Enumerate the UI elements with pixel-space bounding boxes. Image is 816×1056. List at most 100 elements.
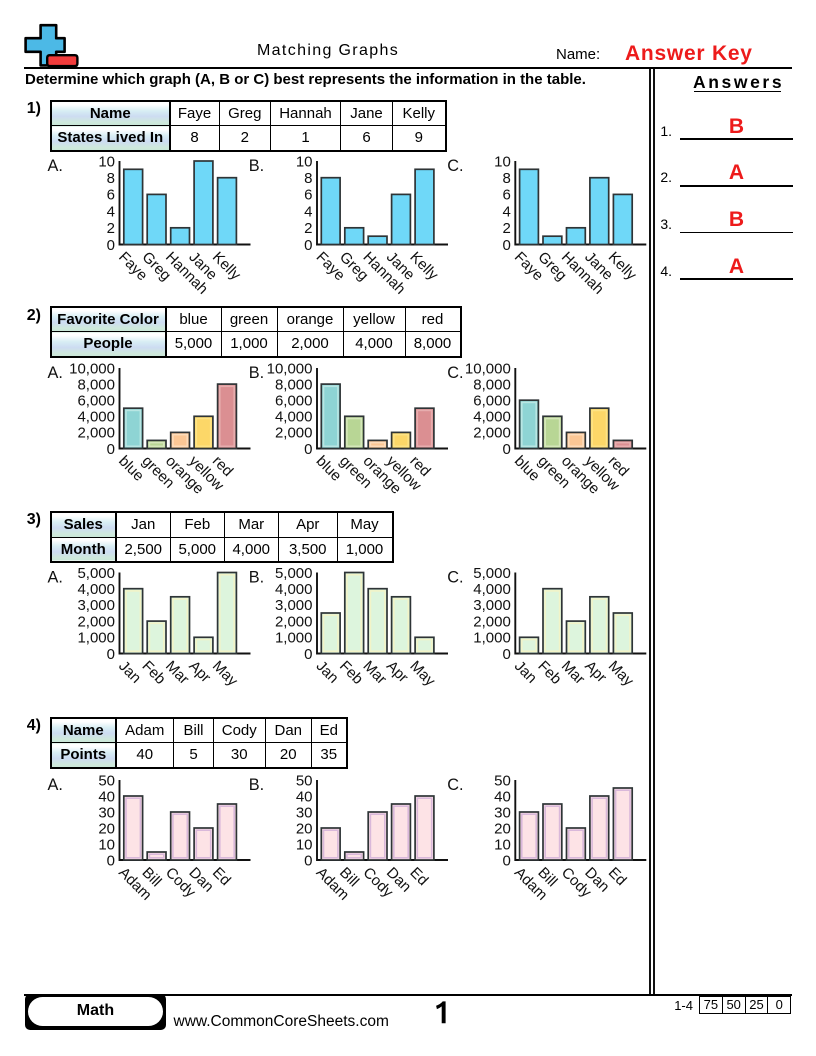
svg-text:20: 20 [296, 820, 313, 837]
svg-text:2,000: 2,000 [77, 425, 115, 442]
svg-text:3,000: 3,000 [473, 597, 511, 614]
svg-text:0: 0 [107, 646, 115, 663]
svg-text:3,000: 3,000 [275, 597, 313, 614]
svg-text:4,000: 4,000 [275, 581, 313, 598]
svg-text:B.: B. [249, 364, 264, 382]
svg-text:30: 30 [98, 804, 115, 821]
svg-text:C.: C. [447, 776, 463, 794]
svg-text:10: 10 [494, 153, 511, 170]
svg-text:C.: C. [447, 568, 463, 586]
svg-text:Mar: Mar [162, 658, 192, 688]
svg-text:Jan: Jan [511, 658, 540, 687]
svg-text:6: 6 [502, 187, 510, 204]
svg-text:20: 20 [494, 820, 511, 837]
svg-text:5,000: 5,000 [77, 565, 115, 582]
svg-text:6: 6 [304, 187, 312, 204]
svg-text:Apr: Apr [383, 658, 412, 687]
svg-text:2,000: 2,000 [77, 613, 115, 630]
svg-text:0: 0 [304, 237, 312, 254]
svg-text:50: 50 [296, 772, 313, 789]
svg-text:Mar: Mar [558, 658, 588, 688]
svg-text:blue: blue [115, 453, 147, 485]
svg-text:A.: A. [48, 568, 63, 586]
svg-text:0: 0 [502, 646, 510, 663]
svg-text:1,000: 1,000 [275, 630, 313, 647]
svg-text:20: 20 [98, 820, 115, 837]
svg-text:0: 0 [502, 441, 510, 458]
svg-text:10: 10 [98, 153, 115, 170]
svg-text:8: 8 [304, 170, 312, 187]
svg-text:B.: B. [249, 776, 264, 794]
svg-text:Jan: Jan [115, 658, 144, 687]
svg-text:2,000: 2,000 [473, 425, 511, 442]
svg-text:5,000: 5,000 [473, 565, 511, 582]
svg-text:0: 0 [304, 646, 312, 663]
svg-text:A.: A. [48, 776, 63, 794]
svg-text:50: 50 [494, 772, 511, 789]
svg-text:40: 40 [98, 788, 115, 805]
svg-text:4,000: 4,000 [275, 409, 313, 426]
svg-text:8: 8 [502, 170, 510, 187]
svg-text:4,000: 4,000 [473, 581, 511, 598]
svg-text:10,000: 10,000 [465, 360, 511, 377]
svg-text:10: 10 [296, 836, 313, 853]
svg-text:4: 4 [304, 203, 312, 220]
svg-text:Mar: Mar [360, 658, 390, 688]
svg-text:0: 0 [107, 441, 115, 458]
svg-text:May: May [406, 658, 438, 690]
svg-text:30: 30 [494, 804, 511, 821]
svg-text:blue: blue [511, 453, 543, 485]
svg-text:Apr: Apr [185, 658, 214, 687]
svg-text:8,000: 8,000 [275, 376, 313, 393]
svg-text:10: 10 [296, 153, 313, 170]
svg-text:10,000: 10,000 [267, 360, 313, 377]
svg-text:8: 8 [107, 170, 115, 187]
svg-text:4,000: 4,000 [77, 581, 115, 598]
svg-text:2: 2 [107, 220, 115, 237]
svg-text:40: 40 [296, 788, 313, 805]
svg-text:6,000: 6,000 [473, 393, 511, 410]
svg-text:0: 0 [502, 852, 510, 869]
svg-text:0: 0 [107, 237, 115, 254]
svg-text:40: 40 [494, 788, 511, 805]
svg-text:May: May [605, 658, 637, 690]
svg-text:A.: A. [48, 157, 63, 175]
svg-text:2: 2 [304, 220, 312, 237]
svg-text:A.: A. [48, 364, 63, 382]
svg-text:6,000: 6,000 [275, 393, 313, 410]
svg-text:1,000: 1,000 [473, 630, 511, 647]
svg-text:1,000: 1,000 [77, 630, 115, 647]
svg-text:B.: B. [249, 157, 264, 175]
svg-text:2,000: 2,000 [473, 613, 511, 630]
svg-text:2: 2 [502, 220, 510, 237]
svg-text:Feb: Feb [336, 658, 366, 688]
svg-text:Feb: Feb [139, 658, 169, 688]
svg-text:6,000: 6,000 [77, 393, 115, 410]
svg-text:C.: C. [447, 364, 463, 382]
svg-text:10,000: 10,000 [69, 360, 115, 377]
svg-text:4: 4 [502, 203, 510, 220]
svg-text:8,000: 8,000 [473, 376, 511, 393]
svg-text:0: 0 [304, 852, 312, 869]
svg-text:30: 30 [296, 804, 313, 821]
svg-text:Jan: Jan [313, 658, 342, 687]
svg-text:blue: blue [313, 453, 345, 485]
svg-text:0: 0 [304, 441, 312, 458]
svg-text:5,000: 5,000 [275, 565, 313, 582]
svg-text:B.: B. [249, 568, 264, 586]
svg-text:May: May [209, 658, 241, 690]
svg-text:0: 0 [502, 237, 510, 254]
svg-text:4,000: 4,000 [77, 409, 115, 426]
svg-text:0: 0 [107, 852, 115, 869]
svg-text:8,000: 8,000 [77, 376, 115, 393]
svg-text:10: 10 [494, 836, 511, 853]
svg-text:10: 10 [98, 836, 115, 853]
svg-text:Feb: Feb [534, 658, 564, 688]
svg-text:C.: C. [447, 157, 463, 175]
svg-text:50: 50 [98, 772, 115, 789]
svg-text:4,000: 4,000 [473, 409, 511, 426]
svg-text:Apr: Apr [581, 658, 610, 687]
svg-text:2,000: 2,000 [275, 425, 313, 442]
svg-text:4: 4 [107, 203, 115, 220]
svg-text:6: 6 [107, 187, 115, 204]
